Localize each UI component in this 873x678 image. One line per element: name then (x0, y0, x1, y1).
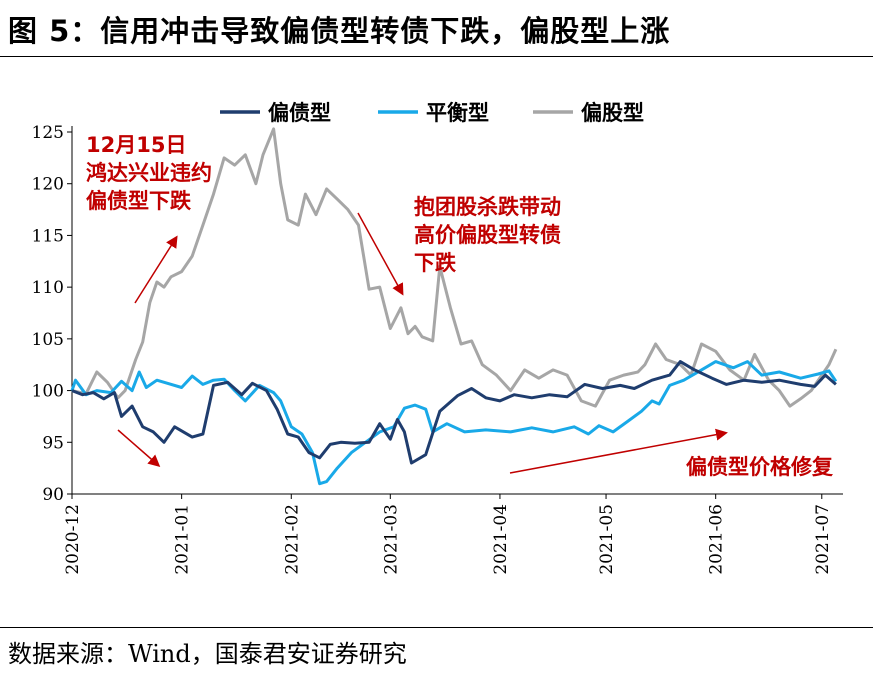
bottom-rule (0, 627, 873, 628)
annotation-arrow (134, 235, 178, 304)
figure-title: 图 5：信用冲击导致偏债型转债下跌，偏股型上涨 (8, 14, 671, 48)
annotation-text: 偏债型下跌 (86, 189, 192, 213)
y-tick-label: 95 (42, 433, 64, 453)
legend-label: 偏股型 (581, 101, 644, 125)
y-tick-label: 100 (32, 382, 64, 402)
annotation-text: 抱团股杀跌带动 (414, 195, 561, 219)
y-tick-label: 115 (32, 226, 64, 246)
x-tick-label: 2020-12 (63, 504, 83, 575)
y-tick-label: 125 (32, 123, 64, 143)
chart-series (70, 127, 838, 486)
x-tick-label: 2021-04 (491, 504, 511, 575)
annotation-text: 高价偏股型转债 (414, 223, 561, 247)
x-tick-label: 2021-06 (707, 504, 727, 575)
x-tick-label: 2021-05 (597, 504, 617, 575)
annotation-text: 12月15日 (86, 133, 186, 157)
chart-legend: 偏债型 平衡型 偏股型 (220, 101, 644, 125)
legend-label: 偏债型 (268, 101, 331, 125)
annotation-arrow (509, 428, 728, 474)
legend-label: 平衡型 (426, 101, 489, 125)
y-tick-label: 110 (32, 278, 64, 298)
annotation-arrow (357, 212, 404, 296)
top-rule (0, 56, 873, 57)
annotation-text: 下跌 (414, 251, 457, 275)
source-note: 数据来源：Wind，国泰君安证券研究 (8, 640, 407, 668)
x-tick-label: 2021-01 (173, 504, 193, 575)
annotation-arrow (117, 429, 161, 467)
x-tick-label: 2021-07 (813, 504, 833, 575)
series-line (71, 127, 838, 408)
chart-axes: 90 95 100 105 110 115 120 125 2020-12 2021-01 2021… (32, 123, 843, 575)
x-tick-label: 2021-02 (282, 504, 302, 575)
annotation-text: 偏债型价格修复 (686, 455, 834, 479)
y-tick-label: 105 (32, 330, 64, 350)
y-tick-label: 120 (32, 175, 64, 195)
y-tick-label: 90 (42, 485, 64, 505)
annotation-text: 鸿达兴业违约 (86, 161, 212, 185)
x-tick-label: 2021-03 (381, 504, 401, 575)
series-line (71, 360, 837, 465)
line-chart: 90 95 100 105 110 115 120 125 2020-12 2021-01 2021… (32, 101, 843, 575)
